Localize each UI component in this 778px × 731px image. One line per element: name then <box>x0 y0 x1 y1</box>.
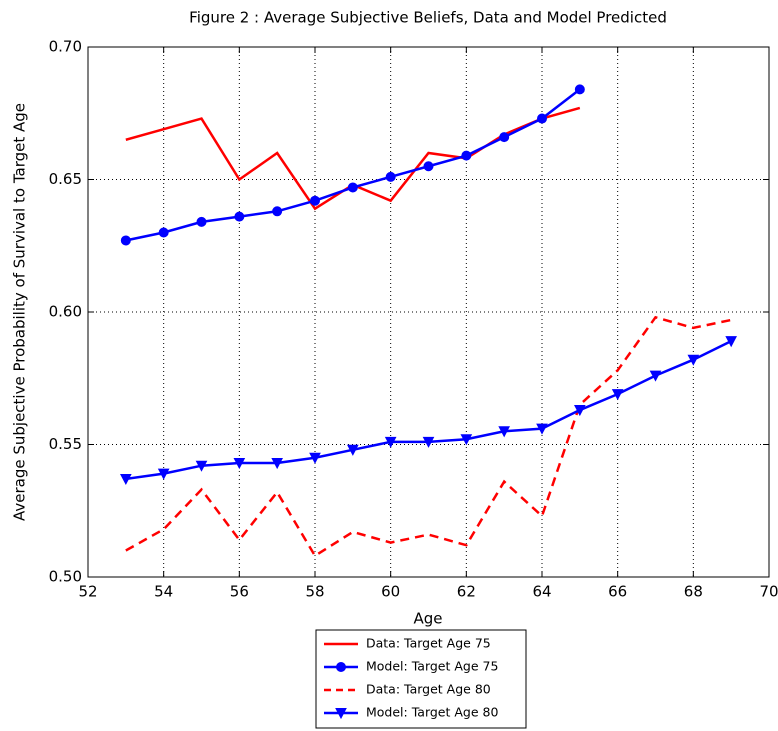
data-point <box>611 389 624 401</box>
x-tick-label: 52 <box>78 583 97 601</box>
data-point <box>158 227 169 238</box>
data-point <box>157 468 170 480</box>
data-point <box>385 171 396 182</box>
y-tick-label: 0.70 <box>49 38 82 56</box>
data-point <box>271 458 283 470</box>
x-tick-label: 68 <box>684 583 703 601</box>
data-point <box>347 182 358 193</box>
data-point <box>574 84 585 95</box>
data-point <box>384 436 397 448</box>
data-point <box>347 444 359 456</box>
x-tick-label: 60 <box>381 583 400 601</box>
data-point <box>196 216 207 227</box>
plot-frame <box>87 46 770 578</box>
series-line <box>125 106 581 211</box>
legend-label: Model: Target Age 80 <box>366 705 498 720</box>
y-axis-label: Average Subjective Probability of Surviv… <box>11 103 29 521</box>
x-tick-label: 64 <box>532 583 551 601</box>
data-point <box>423 161 434 172</box>
data-point <box>536 423 548 435</box>
data-point <box>574 405 586 417</box>
data-point <box>195 460 208 472</box>
legend-box <box>315 629 527 729</box>
data-point <box>234 211 245 222</box>
x-tick-label: 56 <box>230 583 249 601</box>
y-tick-label: 0.55 <box>49 435 82 453</box>
x-tick-label: 66 <box>608 583 627 601</box>
series-line <box>125 315 732 558</box>
legend-label: Data: Target Age 80 <box>366 682 491 697</box>
data-point <box>498 426 510 438</box>
x-tick-label: 54 <box>154 583 173 601</box>
legend-marker <box>335 708 347 720</box>
x-tick-label: 62 <box>457 583 476 601</box>
data-point <box>687 354 700 366</box>
data-point <box>499 132 510 143</box>
legend-marker <box>336 662 346 672</box>
legend-label: Data: Target Age 75 <box>366 636 491 651</box>
data-point <box>460 434 473 446</box>
data-point <box>649 370 662 382</box>
legend-label: Model: Target Age 75 <box>366 659 498 674</box>
data-point <box>422 436 435 448</box>
data-point <box>309 452 321 464</box>
data-point <box>272 206 283 217</box>
y-tick-label: 0.50 <box>49 568 82 586</box>
data-point <box>461 150 472 161</box>
x-axis-label: Age <box>413 610 442 628</box>
y-tick-label: 0.60 <box>49 303 82 321</box>
data-point <box>537 113 547 124</box>
series-line <box>125 340 732 481</box>
series-line <box>125 88 581 242</box>
legend: Data: Target Age 75 Model: Target Age 75 D… <box>315 629 527 729</box>
x-tick-label: 70 <box>759 583 778 601</box>
data-point <box>310 195 320 206</box>
x-tick-label: 58 <box>305 583 324 601</box>
data-point <box>725 336 737 348</box>
data-point <box>120 473 132 486</box>
chart-title: Figure 2 : Average Subjective Beliefs, D… <box>189 9 667 27</box>
y-tick-label: 0.65 <box>49 170 82 188</box>
data-point <box>120 235 131 246</box>
data-point <box>233 458 246 470</box>
